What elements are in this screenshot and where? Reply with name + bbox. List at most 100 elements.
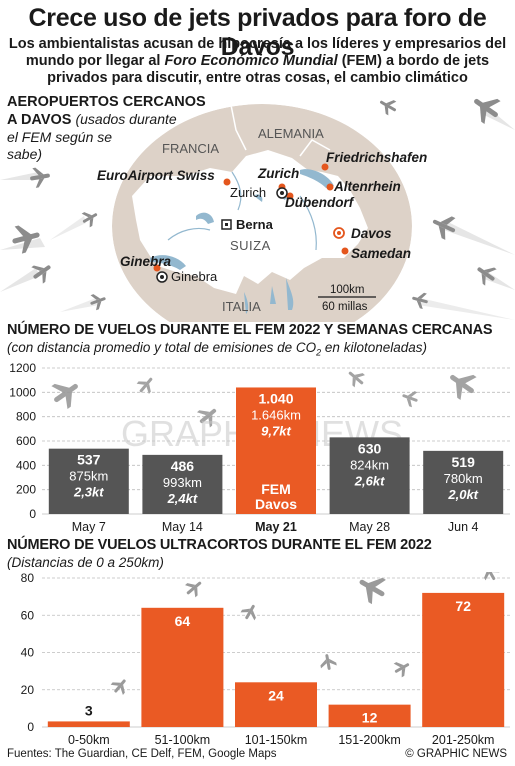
subtitle-part-2: (FEM) a bordo de jets privados para disc…	[47, 53, 490, 86]
chart1-sub-sub: 2	[316, 347, 322, 358]
chart1-sub-pre: (con distancia promedio y total de emisi…	[7, 340, 317, 355]
chart1-category-label: May 21	[255, 520, 297, 534]
page-title: Crece uso de jets privados para foro de …	[28, 4, 487, 61]
map-note-1: (usados durante	[75, 111, 177, 127]
chart1-bar	[423, 450, 504, 514]
copyright: © GRAPHIC NEWS	[405, 748, 507, 760]
chart1-ytick: 200	[16, 483, 36, 497]
chart2-bar	[328, 704, 411, 727]
country-label-germany: ALEMANIA	[258, 126, 324, 141]
chart2-category-label: 201-250km	[432, 733, 495, 747]
airport-markers	[153, 163, 349, 272]
map-title-line2: A DAVOS	[7, 112, 72, 128]
chart1-value-label: 1.040	[258, 390, 293, 406]
airport-label-friedrichshafen: Friedrichshafen	[326, 150, 427, 165]
chart1-bar	[48, 448, 129, 514]
chart2-category-label: 51-100km	[155, 733, 211, 747]
lakes	[150, 169, 334, 314]
short-flights-chart: 0 20 40 60 80 3 0-50km 64 51-100km 24 101-150km 12…	[21, 572, 510, 747]
chart1-ytick: 600	[16, 434, 36, 448]
chart2-value-label: 24	[268, 687, 284, 703]
map-title-line1: AEROPUERTOS CERCANOS	[7, 94, 206, 110]
chart1-ytick: 400	[16, 458, 36, 472]
chart1-distance-label: 875km	[69, 469, 108, 484]
chart1-value-label: 537	[77, 452, 101, 468]
chart1-category-label: May 7	[72, 520, 106, 534]
chart2-bar	[141, 607, 224, 727]
chart1-value-label: 519	[452, 454, 476, 470]
chart1-ytick: 0	[29, 507, 36, 521]
sources: Fuentes: The Guardian, CE Delf, FEM, Goo…	[7, 748, 277, 760]
chart1-bar	[142, 454, 223, 514]
chart1-bar	[236, 387, 316, 514]
chart1-subheading: (con distancia promedio y total de emisi…	[7, 340, 427, 358]
switzerland-shape	[132, 150, 368, 294]
map-scale: 100km 60 millas	[318, 284, 376, 313]
chart1-heading: NÚMERO DE VUELOS DURANTE EL FEM 2022 Y S…	[7, 322, 493, 338]
airport-label-altenrhein: Altenrhein	[333, 179, 401, 194]
chart1-highlight-label-1: FEM	[261, 481, 291, 497]
chart1-category-label: Jun 4	[448, 520, 479, 534]
chart1-highlight-label-2: Davos	[255, 496, 297, 512]
chart2-value-label: 64	[175, 613, 191, 629]
chart1-emission-label: 2,3kt	[73, 485, 104, 500]
chart2-bar	[47, 721, 130, 727]
chart1-ytick: 1000	[9, 385, 36, 399]
chart1-emission-label: 2,4kt	[167, 491, 198, 506]
airport-label-zurich: Zurich	[257, 166, 299, 181]
city-label-zurich: Zurich	[230, 185, 266, 200]
map-disc	[112, 104, 412, 322]
chart2-category-label: 101-150km	[245, 733, 308, 747]
chart1-category-label: May 14	[162, 520, 203, 534]
chart1-distance-label: 1.646km	[251, 407, 301, 422]
plane-trails	[0, 106, 515, 320]
chart2-bar	[235, 682, 317, 727]
rivers	[167, 171, 317, 251]
chart2-ytick: 80	[21, 572, 35, 585]
chart2-bar	[422, 592, 505, 727]
map-title: AEROPUERTOS CERCANOS A DAVOS (usados dur…	[7, 94, 206, 163]
country-label-italy: ITALIA	[222, 299, 261, 314]
chart1-value-label: 630	[358, 440, 382, 456]
chart2-ytick: 60	[21, 608, 35, 622]
chart1-distance-label: 780km	[444, 471, 483, 486]
airport-label-ginebra: Ginebra	[120, 254, 172, 269]
city-markers	[156, 187, 345, 283]
chart2-subheading: (Distancias de 0 a 250km)	[7, 555, 164, 570]
chart2-heading: NÚMERO DE VUELOS ULTRACORTOS DURANTE EL …	[7, 537, 432, 553]
chart1-value-label: 486	[171, 458, 195, 474]
subtitle-emphasis: Foro Económico Mundial	[164, 53, 338, 69]
chart1-distance-label: 824km	[350, 457, 389, 472]
airport-label-dubendorf: Dübendorf	[285, 195, 355, 210]
chart2-ytick: 20	[21, 683, 35, 697]
chart2-ytick: 0	[27, 720, 34, 734]
country-label-france: FRANCIA	[162, 141, 219, 156]
chart2-plane-decor	[110, 572, 500, 695]
borders	[229, 104, 331, 157]
chart1-sub-post: en kilotoneladas)	[321, 340, 427, 355]
scale-km: 100km	[330, 284, 365, 296]
chart2-value-label: 12	[362, 710, 378, 726]
chart1-bar	[329, 437, 410, 514]
airport-label-davos: Davos	[351, 226, 392, 241]
chart1-ytick: 800	[16, 410, 36, 424]
airport-label-euroairport: EuroAirport Swiss	[97, 168, 215, 183]
page-subtitle: Los ambientalistas acusan de hipocresía …	[8, 36, 507, 87]
chart2-labels: 3 0-50km 64 51-100km 24 101-150km 12 151-200km 7…	[68, 598, 495, 747]
chart1-ytick: 1200	[9, 361, 36, 375]
chart1-emission-label: 2,6kt	[354, 473, 385, 488]
city-label-berna: Berna	[236, 217, 274, 232]
map-note-3: sabe)	[7, 146, 43, 162]
chart2-bars	[47, 592, 505, 727]
subtitle-part-1: Los ambientalistas acusan de hipocresía …	[8, 36, 507, 69]
airport-label-samedan: Samedan	[351, 246, 411, 261]
chart1-plane-decor	[51, 371, 477, 428]
country-label-switzerland: SUIZA	[230, 238, 271, 253]
chart2-category-label: 0-50km	[68, 733, 110, 747]
chart1-emission-label: 9,7kt	[261, 423, 291, 438]
chart1-distance-label: 993km	[163, 475, 202, 490]
chart2-ytick: 40	[21, 646, 35, 660]
chart2-category-label: 151-200km	[338, 733, 401, 747]
